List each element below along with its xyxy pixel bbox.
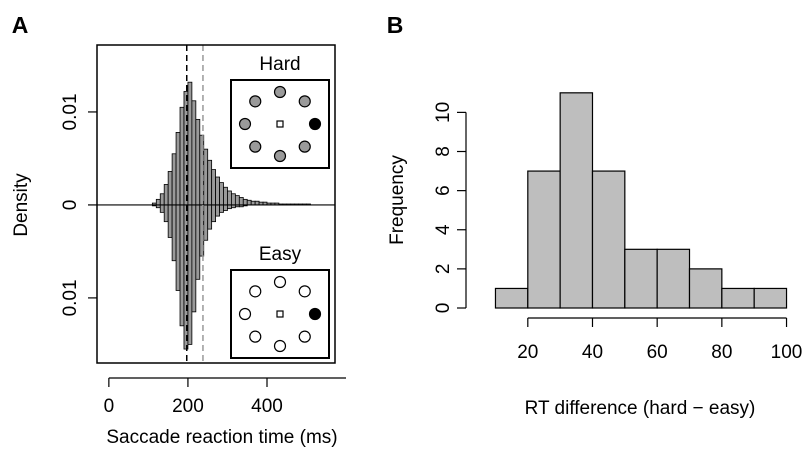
stimulus [273, 85, 287, 99]
bar [167, 171, 173, 206]
bar [191, 204, 197, 313]
fixation [276, 310, 284, 318]
bar [753, 287, 788, 309]
bar [207, 204, 213, 230]
bar [624, 248, 658, 309]
bar [215, 176, 220, 206]
bar [223, 186, 228, 206]
bar [195, 118, 201, 206]
bar [191, 100, 197, 206]
bar [179, 106, 185, 206]
stimulus [298, 140, 311, 153]
y-tick-label: 4 [433, 224, 454, 235]
bar [163, 204, 169, 223]
bar [211, 204, 217, 223]
x-tick-label: 400 [251, 396, 283, 417]
bar [187, 204, 193, 345]
bar [656, 248, 691, 309]
bar [203, 148, 209, 206]
bar [227, 190, 232, 206]
stimulus [273, 339, 287, 353]
y-tick-label: 0 [433, 303, 454, 314]
fixation [276, 120, 284, 128]
stimulus [273, 149, 287, 163]
bar [171, 153, 177, 206]
panel-label: B [387, 12, 404, 38]
y-tick-label: 0 [60, 200, 81, 211]
bar [494, 287, 529, 309]
bar [246, 199, 252, 206]
x-tick-label: 40 [582, 342, 603, 363]
stimulus [298, 285, 311, 298]
bar [242, 198, 248, 206]
stimulus [298, 330, 311, 343]
bar [234, 195, 240, 206]
bar [223, 204, 228, 211]
y-tick-label: 2 [433, 264, 454, 275]
x-axis-label: RT difference (hard − easy) [525, 398, 756, 419]
y-axis-label: Frequency [387, 155, 408, 245]
y-axis-label: Density [11, 173, 32, 237]
bar [195, 204, 201, 280]
y-tick-label: 10 [433, 102, 454, 123]
bar [187, 81, 193, 206]
bar [179, 204, 185, 327]
legend-label: Hard [259, 54, 300, 75]
bar [721, 287, 755, 309]
bar [559, 92, 594, 309]
x-tick-label: 200 [172, 396, 204, 417]
bar [175, 204, 181, 291]
bar [203, 204, 209, 241]
y-tick-label: 0.01 [60, 93, 81, 130]
bar [591, 170, 626, 309]
bar [231, 193, 236, 206]
bar [155, 198, 161, 206]
bar [207, 159, 213, 206]
bar [159, 193, 165, 206]
x-axis-label: Saccade reaction time (ms) [106, 427, 337, 448]
bar [167, 204, 173, 238]
bar [211, 169, 217, 206]
x-tick-label: 0 [104, 396, 115, 417]
x-tick-label: 100 [771, 342, 803, 363]
stimulus [249, 330, 262, 343]
stimulus [249, 95, 262, 108]
stimulus [238, 307, 252, 321]
y-tick-label: 0.01 [60, 279, 81, 316]
bar [175, 132, 181, 206]
bar [163, 184, 169, 206]
bar [238, 197, 244, 206]
y-tick-label: 8 [433, 146, 454, 157]
bar [527, 170, 561, 309]
x-tick-label: 80 [711, 342, 732, 363]
bar [159, 204, 165, 213]
y-tick-label: 6 [433, 185, 454, 196]
stimulus [298, 95, 311, 108]
bar [688, 268, 723, 309]
x-tick-label: 60 [647, 342, 668, 363]
bar [215, 204, 220, 217]
stimulus [249, 285, 262, 298]
legend-label: Easy [259, 244, 302, 265]
bar [171, 204, 177, 262]
bar [219, 182, 224, 206]
x-tick-label: 20 [517, 342, 538, 363]
stimulus [249, 140, 262, 153]
stimulus [273, 275, 287, 289]
plot-box [96, 44, 336, 364]
stimulus [308, 307, 322, 321]
bar [219, 204, 224, 213]
stimulus [238, 117, 252, 131]
panel-label: A [12, 12, 29, 38]
stimulus [308, 117, 322, 131]
